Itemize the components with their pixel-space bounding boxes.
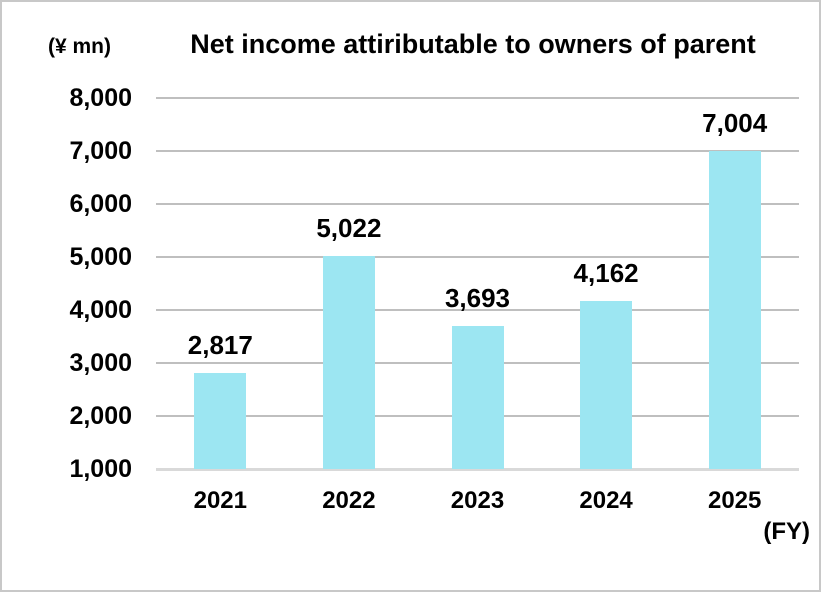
y-axis-tick-labels: 1,000 2,000 3,000 4,000 5,000 6,000 7,000 8,000	[30, 2, 132, 590]
y-tick-label: 5,000	[69, 243, 132, 271]
bar-2025	[708, 150, 761, 469]
x-tick-label: 2022	[322, 487, 376, 514]
y-axis-unit-label: (¥ mn)	[48, 35, 111, 58]
gridline	[156, 97, 799, 99]
y-tick-label: 2,000	[69, 402, 132, 430]
bar-2021	[194, 372, 247, 469]
y-tick-label: 6,000	[69, 190, 132, 218]
gridline	[156, 150, 799, 152]
bar-2023	[451, 326, 504, 469]
x-tick-label: 2021	[193, 487, 247, 514]
x-axis-line	[156, 468, 799, 471]
gridline	[156, 256, 799, 258]
gridline	[156, 309, 799, 311]
bar-value-label: 4,162	[573, 258, 639, 289]
bar-value-label: 3,693	[444, 283, 511, 314]
bar-value-label: 7,004	[702, 107, 768, 138]
bar-value-label: 2,817	[187, 329, 253, 360]
x-tick-label: 2023	[450, 487, 505, 514]
bar-2024	[580, 301, 633, 469]
bar-2022	[322, 255, 375, 469]
gridline	[156, 203, 799, 205]
y-tick-label: 3,000	[69, 349, 132, 377]
x-axis-tick-labels: 2021 2022 2023 2024 2025	[156, 486, 799, 516]
x-tick-label: 2025	[707, 487, 762, 514]
plot-area: 2,817 5,022 3,693 4,162 7,004	[156, 97, 799, 471]
y-tick-label: 7,000	[69, 137, 132, 165]
x-axis-unit-label: (FY)	[763, 518, 810, 545]
y-tick-label: 8,000	[69, 84, 132, 112]
x-tick-label: 2024	[579, 487, 633, 514]
y-tick-label: 1,000	[69, 455, 132, 483]
chart-title: Net income attiributable to owners of pa…	[190, 29, 756, 59]
bar-value-label: 5,022	[316, 212, 382, 243]
y-tick-label: 4,000	[69, 296, 132, 324]
